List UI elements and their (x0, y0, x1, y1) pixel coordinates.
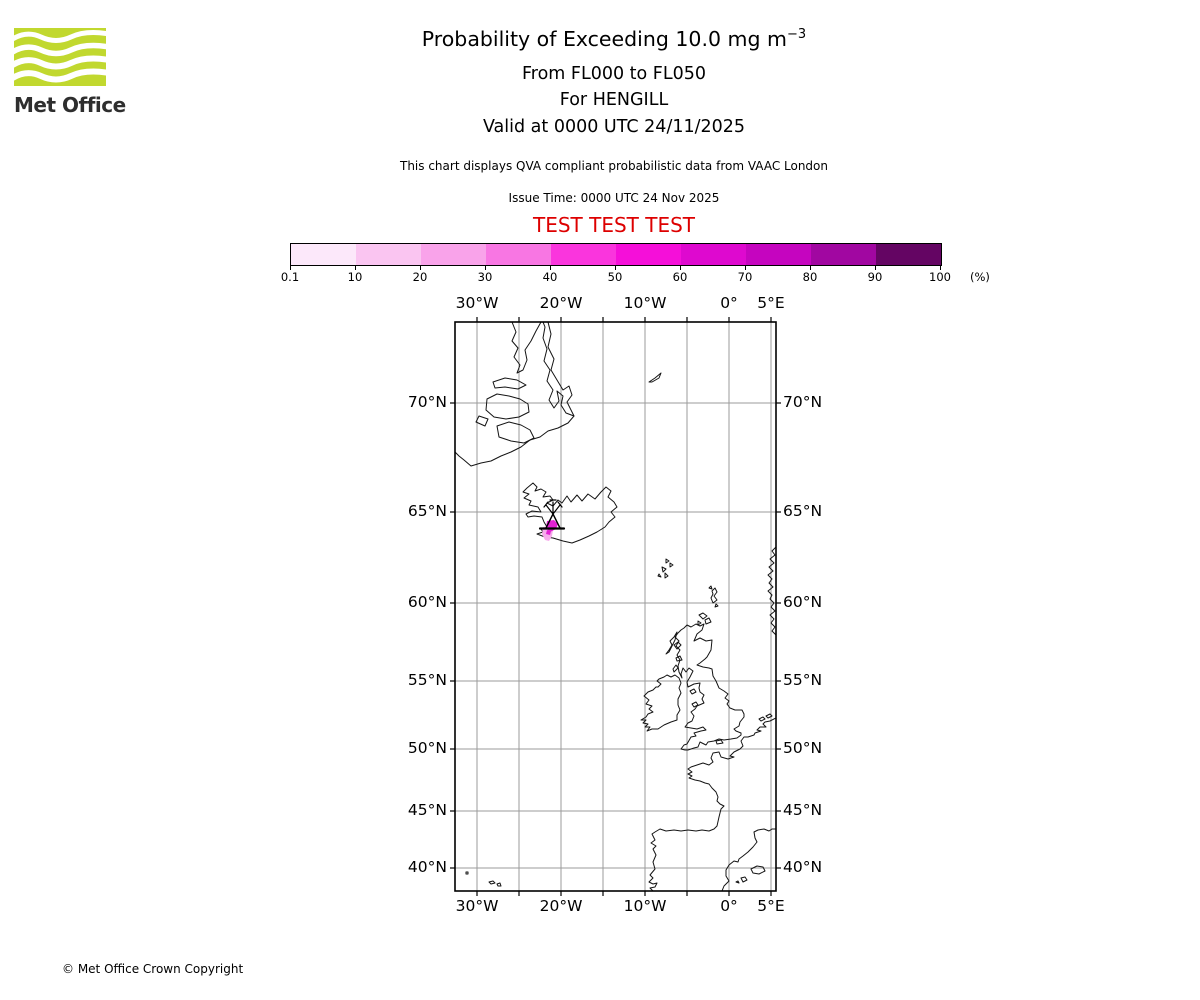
lon-label-top: 20°W (539, 294, 583, 312)
colorbar-segment (356, 244, 421, 265)
lat-label-left: 40°N (407, 858, 447, 876)
colorbar-tick-label: 50 (607, 270, 623, 284)
colorbar-tick-label: 60 (672, 270, 688, 284)
coastline-greenland-fjords (475, 415, 535, 444)
map-frame (454, 321, 777, 892)
colorbar-tick-label: 30 (477, 270, 493, 284)
colorbar-tick-label: 20 (412, 270, 428, 284)
colorbar-segment (811, 244, 876, 265)
lat-label-right: 50°N (783, 739, 823, 757)
colorbar-segment (486, 244, 551, 265)
lon-label-bottom: 0° (720, 897, 738, 915)
lon-label-bottom: 30°W (455, 897, 499, 915)
test-banner: TEST TEST TEST (532, 213, 695, 237)
coastline-greenland-mainland (455, 415, 575, 467)
colorbar-tick-label: 90 (867, 270, 883, 284)
colorbar-tick (355, 265, 356, 270)
colorbar-unit-label: (%) (970, 270, 990, 284)
lon-label-top: 10°W (623, 294, 667, 312)
colorbar-tick (290, 265, 291, 270)
lat-label-left: 60°N (407, 593, 447, 611)
lat-label-left: 70°N (407, 393, 447, 411)
colorbar-tick (615, 265, 616, 270)
colorbar-segment (421, 244, 486, 265)
colorbar-tick-label: 80 (802, 270, 818, 284)
met-office-logo: Met Office (9, 28, 134, 117)
page-title: Probability of Exceeding 10.0 mg m−3 (314, 27, 914, 51)
colorbar-tick-label: 70 (737, 270, 753, 284)
copyright-text: © Met Office Crown Copyright (62, 962, 244, 976)
subtitle-valid-time: Valid at 0000 UTC 24/11/2025 (482, 117, 746, 137)
coastline-norway (758, 546, 776, 722)
colorbar (290, 243, 942, 266)
lon-label-bottom: 10°W (623, 897, 667, 915)
lat-label-right: 65°N (783, 502, 823, 520)
coastline-greenland-liverpool-land (542, 322, 575, 417)
colorbar-segments (291, 244, 941, 265)
colorbar-segment (746, 244, 811, 265)
colorbar-tick-label: 10 (347, 270, 363, 284)
volcano-marker-triangle-icon (545, 513, 561, 529)
coastline-iceland (522, 482, 618, 544)
colorbar-tick (550, 265, 551, 270)
colorbar-tick (875, 265, 876, 270)
colorbar-tick (485, 265, 486, 270)
met-office-logo-waves-icon (9, 28, 110, 86)
lat-label-right: 60°N (783, 593, 823, 611)
coastline-faroe-islands (657, 558, 674, 579)
lon-label-bottom: 20°W (539, 897, 583, 915)
subtitle-flight-levels: From FL000 to FL050 (521, 64, 707, 84)
lat-label-left: 45°N (407, 801, 447, 819)
colorbar-segment (616, 244, 681, 265)
lat-label-left: 55°N (407, 671, 447, 689)
qva-note: This chart displays QVA compliant probab… (400, 159, 828, 173)
coastline-greenland-milne-land (485, 377, 530, 420)
coastline-jan-mayen (648, 372, 662, 383)
coastlines-group (455, 322, 776, 891)
coastline-mediterranean (721, 828, 776, 891)
lon-label-bottom: 5°E (757, 897, 785, 915)
coastline-shetland (708, 585, 719, 608)
colorbar-tick-label: 100 (929, 270, 951, 284)
colorbar-segment (876, 244, 941, 265)
colorbar-tick-label: 40 (542, 270, 558, 284)
colorbar-segment (291, 244, 356, 265)
colorbar-tick (680, 265, 681, 270)
coastline-balearics (735, 865, 766, 884)
lon-label-top: 0° (720, 294, 738, 312)
lon-label-top: 5°E (757, 294, 785, 312)
colorbar-tick (745, 265, 746, 270)
colorbar-tick (810, 265, 811, 270)
volcano-marker-rays-icon (543, 499, 563, 515)
lat-label-right: 40°N (783, 858, 823, 876)
lat-label-right: 70°N (783, 393, 823, 411)
subtitle-volcano: For HENGILL (559, 90, 669, 110)
lat-label-right: 45°N (783, 801, 823, 819)
met-office-logo-text: Met Office (14, 93, 126, 117)
coastline-greenland-peninsula (511, 322, 542, 374)
map-ticks (450, 317, 781, 896)
colorbar-segment (681, 244, 746, 265)
colorbar-tick (420, 265, 421, 270)
coastline-azores (465, 871, 502, 887)
title-exponent: −3 (787, 27, 807, 43)
coastline-continental-atlantic (648, 717, 776, 891)
coastline-great-britain (674, 623, 745, 751)
coastline-orkney (697, 612, 712, 626)
issue-time: Issue Time: 0000 UTC 24 Nov 2025 (508, 191, 720, 205)
lat-label-right: 55°N (783, 671, 823, 689)
coastline-ireland (640, 674, 682, 732)
lon-label-top: 30°W (455, 294, 499, 312)
lat-label-left: 50°N (407, 739, 447, 757)
lat-label-left: 65°N (407, 502, 447, 520)
map-grid (455, 322, 776, 891)
colorbar-tick-label: 0.1 (280, 270, 300, 284)
coastline-british-isles-islands (665, 631, 724, 745)
title-text: Probability of Exceeding 10.0 mg m (421, 27, 788, 51)
colorbar-tick (940, 265, 941, 270)
colorbar-segment (551, 244, 616, 265)
